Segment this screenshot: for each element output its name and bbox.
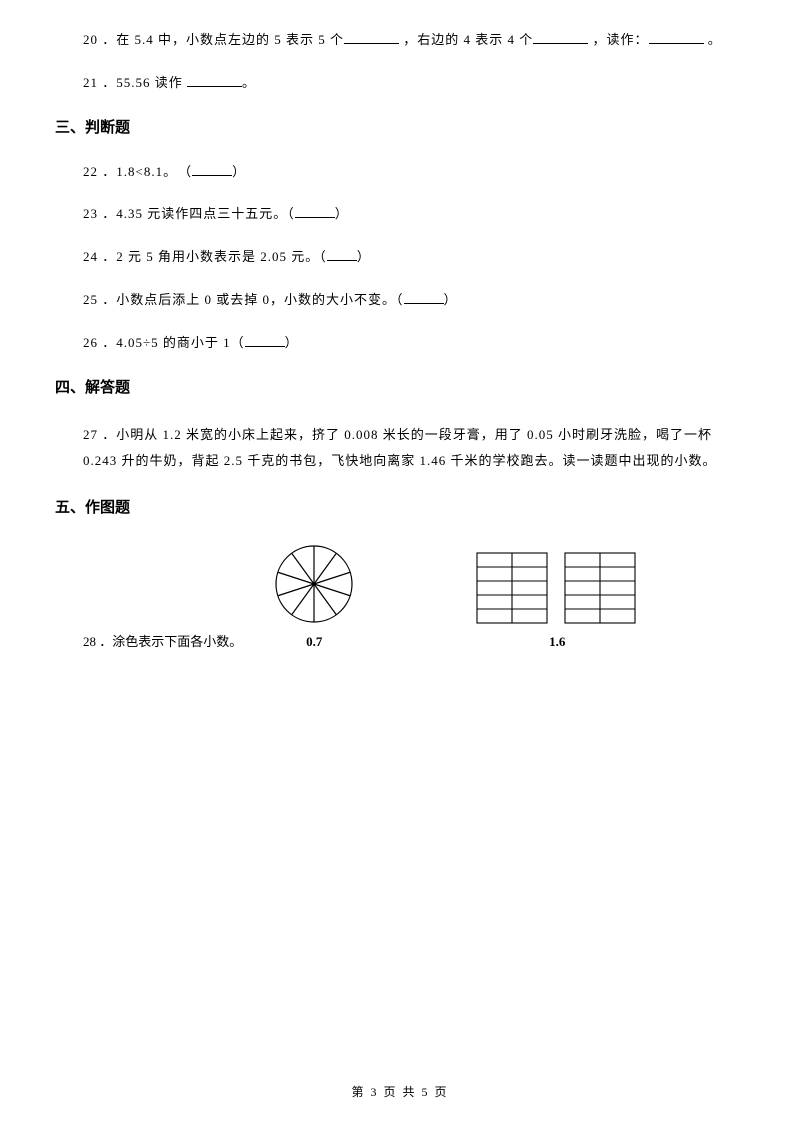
q22-end: ） xyxy=(232,164,246,179)
grids-figure: 1.6 xyxy=(476,552,638,653)
q20-p2: ，右边的 4 表示 4 个 xyxy=(403,32,533,47)
fig2-label: 1.6 xyxy=(476,632,638,653)
q21-text: ．55.56 读作 xyxy=(102,75,187,90)
question-23: 23 ．4.35 元读作四点三十五元。（ ） xyxy=(55,204,745,225)
q21-num: 21 xyxy=(83,75,98,90)
q21-end: 。 xyxy=(242,75,256,90)
q27-text: ．小明从 1.2 米宽的小床上起来，挤了 0.008 米长的一段牙膏，用了 0.… xyxy=(83,427,717,468)
blank xyxy=(649,30,704,44)
q28-num: 28 xyxy=(83,634,96,649)
q24-num: 24 xyxy=(83,249,98,264)
q24-end: ） xyxy=(357,249,371,264)
q22-text: ．1.8<8.1。 （ xyxy=(102,164,192,179)
blank xyxy=(327,247,357,261)
question-21: 21 ．55.56 读作 。 xyxy=(55,73,745,94)
blank xyxy=(404,290,444,304)
page-footer: 第 3 页 共 5 页 xyxy=(0,1083,800,1102)
circle-figure: 0.7 xyxy=(272,542,356,653)
question-25: 25 ．小数点后添上 0 或去掉 0，小数的大小不变。（ ） xyxy=(55,290,745,311)
q25-end: ） xyxy=(444,292,458,307)
pie-circle-icon xyxy=(272,542,356,626)
q25-num: 25 xyxy=(83,292,98,307)
q25-text: ．小数点后添上 0 或去掉 0，小数的大小不变。（ xyxy=(102,292,403,307)
q26-num: 26 xyxy=(83,335,98,350)
q28-text: ．涂色表示下面各小数。 xyxy=(99,634,242,649)
q20-p4: 。 xyxy=(708,32,722,47)
q26-text: ．4.05÷5 的商小于 1（ xyxy=(102,335,244,350)
q23-end: ） xyxy=(335,206,349,221)
question-20: 20 ．在 5.4 中，小数点左边的 5 表示 5 个 ，右边的 4 表示 4 … xyxy=(55,30,745,51)
question-22: 22 ．1.8<8.1。 （ ） xyxy=(55,162,745,183)
q20-p1: ．在 5.4 中，小数点左边的 5 表示 5 个 xyxy=(102,32,344,47)
section-4-header: 四、解答题 xyxy=(55,376,745,400)
question-28: 28 ．涂色表示下面各小数。 xyxy=(55,632,242,653)
fig1-label: 0.7 xyxy=(272,632,356,653)
q26-end: ） xyxy=(285,335,299,350)
section-3-header: 三、判断题 xyxy=(55,116,745,140)
blank xyxy=(295,204,335,218)
question-27: 27 ．小明从 1.2 米宽的小床上起来，挤了 0.008 米长的一段牙膏，用了… xyxy=(55,422,745,474)
section-5-header: 五、作图题 xyxy=(55,496,745,520)
drawing-row: 28 ．涂色表示下面各小数。 0.7 1.6 xyxy=(55,542,745,653)
question-24: 24 ．2 元 5 角用小数表示是 2.05 元。（ ） xyxy=(55,247,745,268)
q20-p3: ，读作： xyxy=(593,32,649,47)
q23-text: ．4.35 元读作四点三十五元。（ xyxy=(102,206,295,221)
blank xyxy=(533,30,588,44)
q20-num: 20 xyxy=(83,32,98,47)
question-26: 26 ．4.05÷5 的商小于 1（ ） xyxy=(55,333,745,354)
blank xyxy=(187,73,242,87)
q24-text: ．2 元 5 角用小数表示是 2.05 元。（ xyxy=(102,249,327,264)
q27-num: 27 xyxy=(83,427,98,442)
blank xyxy=(245,333,285,347)
grid-pair-icon xyxy=(476,552,638,626)
blank xyxy=(344,30,399,44)
q22-num: 22 xyxy=(83,164,98,179)
blank xyxy=(192,162,232,176)
q23-num: 23 xyxy=(83,206,98,221)
